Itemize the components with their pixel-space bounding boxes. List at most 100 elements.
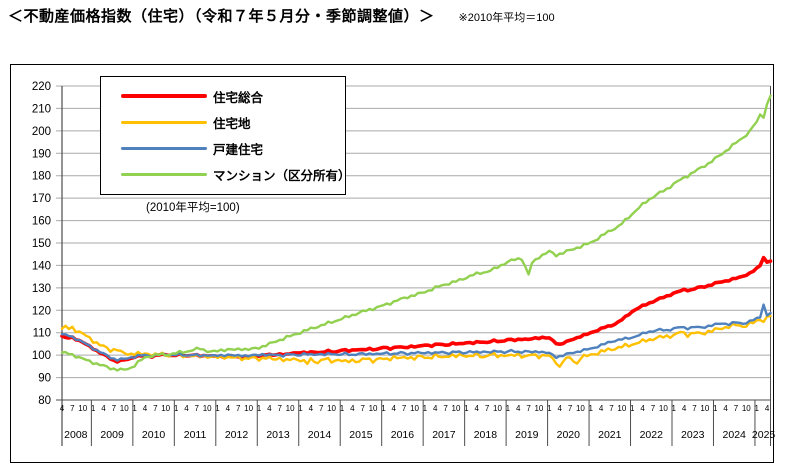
month-tick-label: 4: [184, 404, 189, 413]
year-label: 2019: [515, 429, 539, 441]
month-tick-label: 1: [257, 404, 262, 413]
month-tick-label: 10: [244, 404, 253, 413]
month-tick-label: 10: [493, 404, 502, 413]
year-label: 2018: [474, 429, 498, 441]
month-tick-label: 4: [267, 404, 272, 413]
year-label: 2023: [681, 429, 705, 441]
year-label: 2012: [225, 429, 249, 441]
month-tick-label: 4: [101, 404, 106, 413]
y-axis-label: 150: [32, 238, 51, 250]
year-label: 2013: [266, 429, 290, 441]
month-tick-label: 4: [60, 404, 65, 413]
month-tick-label: 10: [327, 404, 336, 413]
month-tick-label: 10: [576, 404, 585, 413]
year-label: 2015: [349, 429, 373, 441]
y-axis-label: 100: [32, 350, 51, 362]
month-tick-label: 7: [692, 404, 697, 413]
legend-line-swatch: [121, 173, 207, 177]
month-tick-label: 7: [195, 404, 200, 413]
month-tick-label: 1: [215, 404, 220, 413]
y-axis-label: 90: [38, 373, 51, 385]
y-axis-label: 140: [32, 260, 51, 272]
month-tick-label: 4: [557, 404, 562, 413]
month-tick-label: 7: [734, 404, 739, 413]
base-year-note: ※2010年平均＝100: [458, 12, 555, 24]
y-axis-label: 190: [32, 148, 51, 160]
year-label: 2011: [184, 429, 207, 441]
x-axis-year-dividers: [90, 400, 756, 446]
y-axis-label: 160: [32, 216, 51, 228]
month-tick-label: 10: [742, 404, 751, 413]
month-tick-label: 7: [278, 404, 283, 413]
month-tick-label: 10: [410, 404, 419, 413]
page-title: ＜不動産価格指数（住宅）（令和７年５月分・季節調整値）＞: [8, 8, 435, 25]
month-tick-label: 1: [506, 404, 511, 413]
year-label: 2025: [752, 429, 776, 441]
month-tick-label: 1: [713, 404, 718, 413]
month-tick-label: 10: [161, 404, 170, 413]
month-tick-label: 7: [651, 404, 656, 413]
month-tick-label: 1: [298, 404, 303, 413]
month-tick-label: 1: [672, 404, 677, 413]
month-tick-label: 1: [91, 404, 96, 413]
month-tick-label: 4: [143, 404, 148, 413]
month-tick-label: 10: [286, 404, 295, 413]
y-axis-label: 220: [32, 81, 51, 93]
legend-item-1: 住宅地: [121, 111, 345, 133]
legend-item-2: 戸建住宅: [121, 138, 345, 160]
month-tick-label: 7: [485, 404, 490, 413]
month-tick-label: 1: [381, 404, 386, 413]
month-tick-label: 1: [630, 404, 635, 413]
month-tick-label: 4: [350, 404, 355, 413]
month-tick-label: 4: [226, 404, 231, 413]
month-tick-label: 1: [547, 404, 552, 413]
month-tick-label: 1: [132, 404, 137, 413]
x-axis-year-labels: 2008 2009 2010 2011 2012 2013 2014 2015 2016 2017…: [64, 429, 775, 441]
month-tick-label: 7: [153, 404, 158, 413]
month-tick-label: 4: [433, 404, 438, 413]
series-lines: [60, 94, 773, 372]
month-tick-label: 1: [754, 404, 759, 413]
month-tick-label: 10: [203, 404, 212, 413]
year-label: 2016: [391, 429, 415, 441]
chart-legend: 住宅総合 住宅地 戸建住宅 マンション（区分所有）: [100, 76, 351, 195]
month-tick-label: 1: [464, 404, 469, 413]
month-tick-label: 7: [526, 404, 531, 413]
month-tick-label: 7: [236, 404, 241, 413]
month-tick-label: 7: [443, 404, 448, 413]
legend-line-swatch: [121, 94, 207, 99]
year-label: 2020: [557, 429, 581, 441]
month-tick-label: 4: [640, 404, 645, 413]
series-line-戸建住宅: [60, 303, 772, 362]
month-tick-label: 7: [70, 404, 75, 413]
month-tick-label: 4: [309, 404, 314, 413]
x-axis-month-labels: 4 7 10 1 4 7 10 1 4 7 10 1 4 7 10 1 4 7 10 1 4 7 10 1 4 7 10 1 4 7 10 1…: [60, 404, 770, 413]
year-label: 2022: [640, 429, 664, 441]
legend-caption: (2010年平均=100): [146, 202, 240, 214]
year-label: 2008: [64, 429, 88, 441]
year-label: 2024: [723, 429, 747, 441]
month-tick-label: 7: [360, 404, 365, 413]
month-tick-label: 7: [568, 404, 573, 413]
y-axis-label: 110: [33, 328, 51, 340]
y-axis-label: 210: [32, 103, 51, 115]
legend-line-swatch: [121, 120, 207, 124]
year-label: 2021: [598, 429, 622, 441]
month-tick-label: 4: [475, 404, 480, 413]
month-tick-label: 10: [617, 404, 626, 413]
y-axis-label: 200: [32, 126, 51, 138]
month-tick-label: 1: [589, 404, 594, 413]
month-tick-label: 10: [659, 404, 668, 413]
month-tick-label: 7: [319, 404, 324, 413]
month-tick-label: 10: [452, 404, 461, 413]
header: ＜不動産価格指数（住宅）（令和７年５月分・季節調整値）＞ ※2010年平均＝10…: [8, 5, 780, 26]
month-tick-label: 4: [516, 404, 521, 413]
month-tick-label: 1: [340, 404, 345, 413]
year-label: 2014: [308, 429, 332, 441]
month-tick-label: 1: [423, 404, 428, 413]
y-axis-label: 80: [38, 395, 51, 407]
year-label: 2010: [142, 429, 166, 441]
month-tick-label: 10: [78, 404, 87, 413]
series-line-住宅地: [60, 314, 772, 368]
